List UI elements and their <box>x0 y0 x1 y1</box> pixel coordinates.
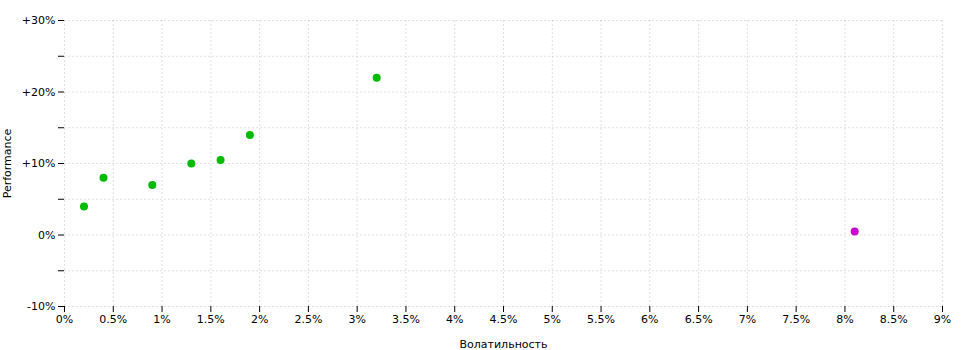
svg-text:5%: 5% <box>544 313 561 326</box>
svg-text:6%: 6% <box>641 313 658 326</box>
svg-text:3.5%: 3.5% <box>392 313 420 326</box>
svg-text:+30%: +30% <box>22 14 56 27</box>
svg-text:8%: 8% <box>836 313 853 326</box>
svg-text:1%: 1% <box>153 313 170 326</box>
svg-text:2.5%: 2.5% <box>294 313 322 326</box>
svg-text:+10%: +10% <box>22 157 56 170</box>
svg-text:1.5%: 1.5% <box>197 313 225 326</box>
svg-text:4%: 4% <box>446 313 463 326</box>
svg-text:3%: 3% <box>348 313 365 326</box>
svg-text:-10%: -10% <box>27 300 55 313</box>
svg-text:0.5%: 0.5% <box>99 313 127 326</box>
svg-text:Performance: Performance <box>1 128 14 198</box>
svg-text:0%: 0% <box>56 313 73 326</box>
svg-text:0%: 0% <box>38 229 55 242</box>
svg-text:4.5%: 4.5% <box>490 313 518 326</box>
svg-text:5.5%: 5.5% <box>587 313 615 326</box>
svg-text:7.5%: 7.5% <box>782 313 810 326</box>
svg-text:8.5%: 8.5% <box>880 313 908 326</box>
svg-text:+20%: +20% <box>22 86 56 99</box>
svg-text:2%: 2% <box>251 313 268 326</box>
svg-text:9%: 9% <box>934 313 951 326</box>
svg-text:Волатильность: Волатильность <box>460 338 548 350</box>
svg-text:6.5%: 6.5% <box>685 313 713 326</box>
svg-text:7%: 7% <box>739 313 756 326</box>
